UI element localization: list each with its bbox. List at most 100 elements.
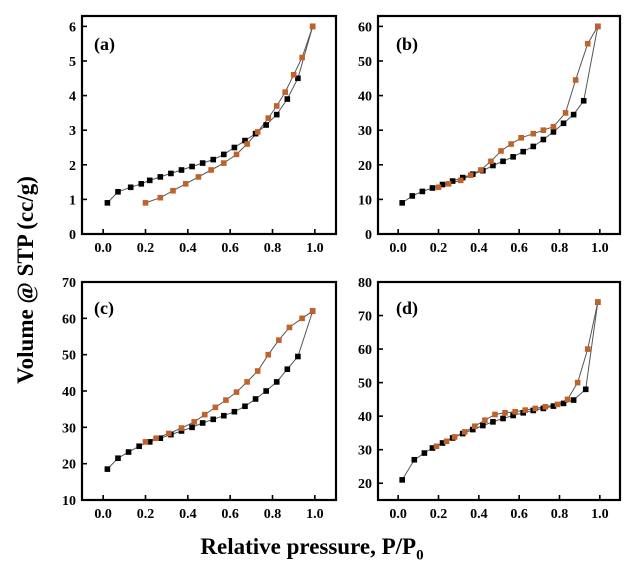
adsorption-point [560, 120, 567, 127]
adsorption-point [189, 163, 195, 170]
y-tick-label: 70 [62, 276, 76, 291]
adsorption-point [242, 403, 248, 410]
panel-b-ticks: 0.0 0.2 0.4 0.6 0.8 1.0 0 10 20 30 40 50 60 [358, 20, 609, 256]
panel-b-frame [376, 14, 622, 236]
desorption-point [309, 23, 316, 30]
desorption-point [574, 379, 581, 386]
adsorption-point [582, 386, 589, 393]
x-tick-label: 0.8 [264, 241, 282, 256]
y-axis-title-wrap: Volume @ STP (cc/g) [6, 30, 46, 530]
y-axis-title: Volume @ STP (cc/g) [13, 176, 38, 384]
desorption-point [512, 408, 518, 415]
desorption-point [451, 434, 458, 440]
y-tick-label: 3 [69, 124, 76, 139]
desorption-point [244, 379, 250, 385]
y-tick-label: 70 [358, 310, 372, 325]
y-tick-label: 30 [358, 444, 372, 459]
desorption-point [233, 151, 240, 158]
y-tick-label: 20 [62, 458, 76, 473]
desorption-point [443, 438, 450, 445]
adsorption-point [273, 379, 280, 385]
adsorption-point [252, 396, 259, 402]
adsorption-point [189, 424, 195, 431]
y-tick-label: 10 [62, 494, 76, 509]
panel-c-frame [80, 280, 338, 502]
desorption-point [502, 410, 508, 416]
desorption-point [282, 89, 288, 95]
panel-a-markers [104, 23, 316, 206]
adsorption-point [490, 419, 496, 425]
adsorption-point [242, 137, 248, 144]
panel-d: 0.0 0.2 0.4 0.6 0.8 1.0 20 30 40 50 60 70 80 (d) [358, 276, 622, 522]
y-tick-label: 50 [62, 349, 76, 364]
adsorption-point [419, 188, 426, 195]
panel-a-frame [80, 14, 338, 236]
x-tick-label: 1.0 [306, 241, 324, 256]
adsorption-point [421, 450, 428, 456]
desorption-point [482, 417, 488, 423]
desorption-point [195, 174, 202, 180]
desorption-point [492, 411, 498, 418]
panel-d-frame [376, 280, 622, 502]
adsorption-point [510, 154, 516, 160]
panel-b-markers [399, 23, 601, 206]
adsorption-point [210, 156, 217, 163]
adsorption-point [231, 408, 238, 415]
adsorption-point [263, 388, 269, 394]
y-tick-label: 60 [62, 312, 76, 327]
y-tick-label: 60 [358, 20, 372, 35]
adsorption-point [231, 144, 238, 151]
adsorption-point [104, 200, 111, 206]
adsorption-point [399, 477, 405, 483]
adsorption-point [115, 188, 121, 195]
desorption-point [595, 23, 601, 30]
adsorption-point [199, 420, 206, 426]
panel-d-ticks: 0.0 0.2 0.4 0.6 0.8 1.0 20 30 40 50 60 70 80 [358, 276, 609, 522]
adsorption-curve [401, 302, 599, 481]
panel-b-lines [401, 26, 599, 204]
desorption-point [299, 315, 305, 322]
adsorption-point [550, 403, 557, 409]
panel-a: 0.0 0.2 0.4 0.6 0.8 1.0 0 1 2 3 4 5 6 (a) [69, 14, 338, 256]
desorption-point [435, 184, 442, 191]
y-tick-label: 5 [69, 55, 76, 70]
desorption-point [550, 123, 557, 130]
adsorption-point [409, 193, 416, 199]
desorption-point [178, 425, 185, 431]
x-tick-label: 0.4 [470, 507, 488, 522]
panel-b-label: (b) [396, 34, 418, 55]
desorption-point [265, 351, 272, 358]
x-tick-label: 0.0 [389, 241, 407, 256]
y-tick-label: 40 [358, 90, 372, 105]
adsorption-point [540, 136, 547, 143]
adsorption-point [157, 435, 164, 442]
desorption-point [518, 135, 524, 141]
x-tick-label: 0.4 [179, 241, 197, 256]
adsorption-point [570, 111, 577, 118]
x-tick-label: 0.8 [551, 241, 569, 256]
adsorption-point [439, 181, 446, 188]
x-tick-label: 0.6 [221, 241, 239, 256]
desorption-point [522, 407, 529, 413]
x-axis-title-subscript: 0 [416, 547, 424, 564]
adsorption-point [221, 151, 227, 158]
y-tick-label: 80 [358, 276, 372, 291]
x-tick-label: 0.0 [94, 241, 112, 256]
y-tick-label: 2 [69, 159, 76, 174]
desorption-point [244, 141, 250, 147]
desorption-point [562, 110, 569, 116]
x-tick-label: 1.0 [591, 241, 609, 256]
adsorption-point [439, 440, 446, 446]
desorption-point [286, 324, 293, 331]
desorption-point [201, 411, 208, 418]
adsorption-point [580, 97, 587, 104]
desorption-point [572, 77, 579, 83]
desorption-point [445, 181, 452, 187]
desorption-point [564, 396, 571, 403]
x-tick-label: 0.8 [551, 507, 569, 522]
panel-a-lines [107, 26, 314, 204]
adsorption-point [480, 422, 486, 429]
adsorption-point [520, 148, 526, 155]
x-tick-label: 0.2 [430, 507, 448, 522]
x-axis-title: Relative pressure, P/P0 [0, 534, 624, 565]
